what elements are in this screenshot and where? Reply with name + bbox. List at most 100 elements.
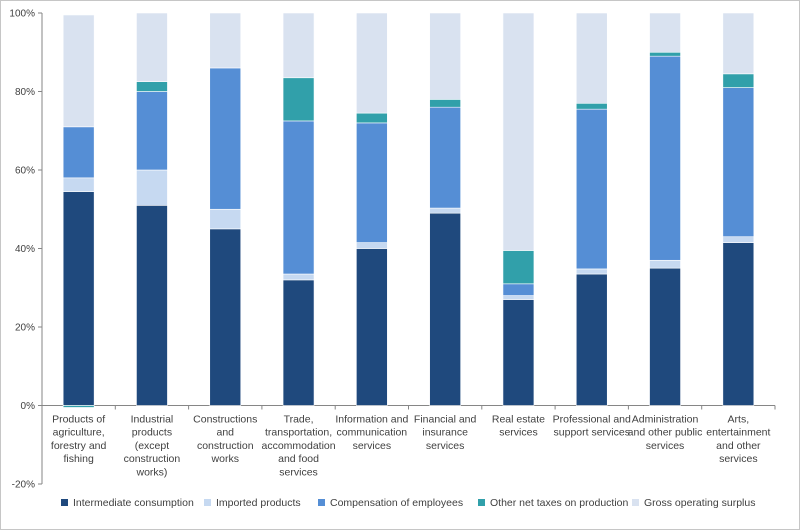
x-category-label-line: Products of bbox=[52, 414, 105, 426]
legend-label: Compensation of employees bbox=[330, 497, 463, 509]
bar-segment bbox=[282, 273, 315, 281]
x-category-label-line: entertainment bbox=[706, 427, 770, 439]
bar-segment bbox=[282, 77, 315, 122]
x-category-label-line: and food bbox=[278, 453, 319, 465]
legend-label: Gross operating surplus bbox=[644, 497, 755, 509]
y-tick-label: 0% bbox=[21, 401, 36, 412]
x-category-label-line: services bbox=[646, 440, 685, 452]
x-category-label-line: Administration bbox=[632, 414, 699, 426]
bar-segment bbox=[502, 299, 535, 406]
legend-label: Other net taxes on production bbox=[490, 497, 628, 509]
x-category-label-line: services bbox=[499, 427, 538, 439]
x-category-label: Products of agriculture, forestry and fishi… bbox=[51, 414, 107, 466]
x-category-label-line: accommodation bbox=[261, 440, 335, 452]
y-tick-label: 100% bbox=[9, 9, 35, 20]
legend-swatch bbox=[478, 499, 485, 506]
x-category-label: Industrial products (except construction wor… bbox=[124, 414, 181, 479]
bar-segment bbox=[62, 177, 95, 192]
x-category-label-line: insurance bbox=[422, 427, 468, 439]
bar-segment bbox=[502, 283, 535, 296]
x-category-label-line: (except bbox=[135, 440, 170, 452]
x-category-label-line: products bbox=[132, 427, 172, 439]
bar-segment bbox=[282, 120, 315, 275]
legend-swatch bbox=[61, 499, 68, 506]
bar-segment bbox=[722, 12, 755, 75]
legend-label: Intermediate consumption bbox=[73, 497, 194, 509]
bar-segment bbox=[209, 12, 242, 69]
x-category-label: Arts, entertainment and other services bbox=[706, 414, 770, 466]
bar-segment bbox=[502, 12, 535, 251]
bar-segment bbox=[356, 12, 388, 114]
x-category-label-line: and bbox=[216, 427, 234, 439]
x-category-label-line: services bbox=[719, 453, 758, 465]
bar-segment bbox=[575, 273, 608, 406]
x-category-label-line: Trade, bbox=[284, 414, 314, 426]
bar-segment bbox=[502, 295, 535, 300]
x-category-label-line: Constructions bbox=[193, 414, 257, 426]
x-category-label-line: services bbox=[426, 440, 465, 452]
bar-segment bbox=[649, 51, 681, 57]
bar-segment bbox=[62, 126, 95, 179]
x-category-label: Information and communication services bbox=[335, 414, 408, 452]
bar-segment bbox=[575, 102, 608, 110]
bar-segment bbox=[282, 279, 315, 406]
x-category-label-line: works bbox=[211, 453, 239, 465]
x-category-label-line: construction bbox=[124, 453, 181, 465]
x-category-label: Trade, transportation, accommodation and fo… bbox=[261, 414, 335, 479]
x-category-label-line: Real estate bbox=[492, 414, 545, 426]
bar-segment bbox=[356, 248, 388, 406]
bar-segment bbox=[722, 236, 755, 243]
x-category-label-line: services bbox=[353, 440, 392, 452]
bar-segment bbox=[575, 268, 608, 275]
x-category-label-line: forestry and bbox=[51, 440, 107, 452]
bar-segment bbox=[722, 242, 755, 406]
x-category-label-line: agriculture, bbox=[53, 427, 105, 439]
x-category-label-line: services bbox=[279, 466, 318, 478]
bar-segment bbox=[429, 99, 461, 108]
bar-segment bbox=[429, 207, 461, 214]
bar-segment bbox=[649, 267, 681, 406]
x-category-label: Professional and support services bbox=[553, 414, 631, 439]
x-category-label-line: and other bbox=[716, 440, 761, 452]
legend-label: Imported products bbox=[216, 497, 301, 509]
bar-segment bbox=[62, 14, 95, 128]
bar-segment bbox=[136, 205, 168, 406]
bar-segment bbox=[356, 122, 388, 243]
x-category-label-line: Arts, bbox=[728, 414, 750, 426]
bar-segment bbox=[575, 108, 608, 270]
bar-segment bbox=[282, 12, 315, 79]
bar-segment bbox=[722, 87, 755, 238]
x-category-label-line: Industrial bbox=[131, 414, 174, 426]
x-category-label-line: support services bbox=[554, 427, 630, 439]
bar-segment bbox=[429, 212, 461, 406]
y-tick-label: -20% bbox=[12, 480, 35, 491]
legend-swatch bbox=[318, 499, 325, 506]
x-category-label-line: Financial and bbox=[414, 414, 477, 426]
x-category-label-line: and other public bbox=[628, 427, 703, 439]
bar-segment bbox=[209, 67, 242, 210]
x-category-label-line: transportation, bbox=[265, 427, 332, 439]
x-category-label: Financial and insurance services bbox=[414, 414, 477, 452]
legend-swatch bbox=[632, 499, 639, 506]
bar-segment bbox=[136, 12, 168, 82]
bar-segment bbox=[209, 228, 242, 406]
bar-segment bbox=[575, 12, 608, 104]
bar-segment bbox=[722, 73, 755, 88]
x-category-label: Constructions and construction works bbox=[193, 414, 257, 466]
bar-segment bbox=[136, 91, 168, 171]
x-category-label: Real estate services bbox=[492, 414, 545, 439]
y-tick-label: 60% bbox=[15, 166, 35, 177]
bar-segment bbox=[429, 106, 461, 209]
bar-segment bbox=[429, 12, 461, 100]
bar-segment bbox=[356, 242, 388, 249]
bar-segment bbox=[356, 112, 388, 124]
x-category-label-line: works) bbox=[135, 466, 167, 478]
y-tick-label: 20% bbox=[15, 323, 35, 334]
x-category-label-line: Professional and bbox=[553, 414, 631, 426]
x-category-label-line: communication bbox=[337, 427, 408, 439]
bar-segment bbox=[502, 250, 535, 285]
bar-segment bbox=[136, 169, 168, 206]
legend-swatch bbox=[204, 499, 211, 506]
bar-segment bbox=[209, 208, 242, 230]
